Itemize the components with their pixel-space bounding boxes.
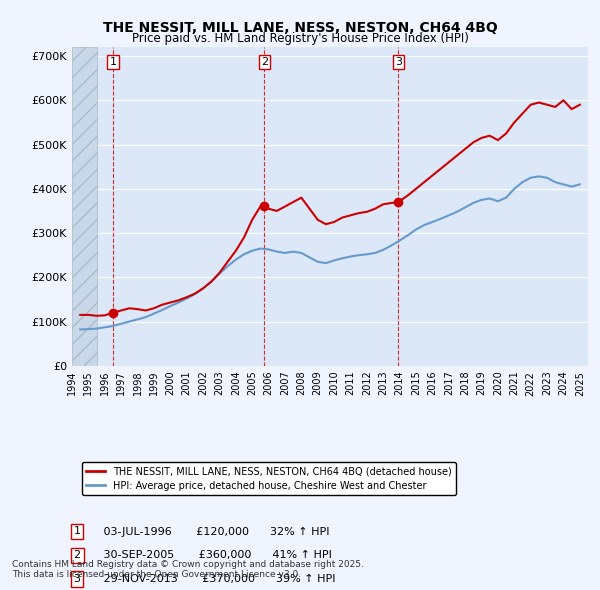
THE NESSIT, MILL LANE, NESS, NESTON, CH64 4BQ (detached house) (576, 101, 583, 108)
HPI: Average price, detached house, Cheshire West and Chester: (2e+03, 1.9e+05): Average price, detached house, Cheshire … (208, 278, 215, 285)
THE NESSIT, MILL LANE, NESS, NESTON, CH64 4BQ (detached house) (151, 304, 158, 312)
Text: 2: 2 (261, 57, 268, 67)
Text: Contains HM Land Registry data © Crown copyright and database right 2025.
This d: Contains HM Land Registry data © Crown c… (12, 560, 364, 579)
Text: THE NESSIT, MILL LANE, NESS, NESTON, CH64 4BQ: THE NESSIT, MILL LANE, NESS, NESTON, CH6… (103, 21, 497, 35)
THE NESSIT, MILL LANE, NESS, NESTON, CH64 4BQ (detached house) (77, 312, 84, 319)
HPI: Average price, detached house, Cheshire West and Chester: (2.02e+03, 4.28e+05): Average price, detached house, Cheshire … (535, 173, 542, 180)
Legend: THE NESSIT, MILL LANE, NESS, NESTON, CH64 4BQ (detached house), HPI: Average pri: THE NESSIT, MILL LANE, NESS, NESTON, CH6… (82, 462, 456, 495)
HPI: Average price, detached house, Cheshire West and Chester: (1.99e+03, 8.2e+04): Average price, detached house, Cheshire … (77, 326, 84, 333)
THE NESSIT, MILL LANE, NESS, NESTON, CH64 4BQ (detached house) (93, 312, 100, 319)
Text: 29-NOV-2013       £370,000      39% ↑ HPI: 29-NOV-2013 £370,000 39% ↑ HPI (92, 574, 335, 584)
Text: Price paid vs. HM Land Registry's House Price Index (HPI): Price paid vs. HM Land Registry's House … (131, 32, 469, 45)
THE NESSIT, MILL LANE, NESS, NESTON, CH64 4BQ (detached house) (560, 97, 567, 104)
Text: 30-SEP-2005       £360,000      41% ↑ HPI: 30-SEP-2005 £360,000 41% ↑ HPI (92, 550, 332, 560)
HPI: Average price, detached house, Cheshire West and Chester: (2e+03, 1.43e+05): Average price, detached house, Cheshire … (175, 299, 182, 306)
HPI: Average price, detached house, Cheshire West and Chester: (2.02e+03, 4.1e+05): Average price, detached house, Cheshire … (576, 181, 583, 188)
HPI: Average price, detached house, Cheshire West and Chester: (2.01e+03, 2.62e+05): Average price, detached house, Cheshire … (380, 247, 387, 254)
Bar (72, 47, 97, 366)
THE NESSIT, MILL LANE, NESS, NESTON, CH64 4BQ (detached house) (404, 192, 412, 199)
Text: 2: 2 (74, 550, 81, 560)
THE NESSIT, MILL LANE, NESS, NESTON, CH64 4BQ (detached house) (363, 208, 370, 215)
Text: 3: 3 (395, 57, 402, 67)
HPI: Average price, detached house, Cheshire West and Chester: (2.01e+03, 2.32e+05): Average price, detached house, Cheshire … (322, 260, 329, 267)
THE NESSIT, MILL LANE, NESS, NESTON, CH64 4BQ (detached house) (290, 198, 297, 205)
HPI: Average price, detached house, Cheshire West and Chester: (2e+03, 9.5e+04): Average price, detached house, Cheshire … (118, 320, 125, 327)
HPI: Average price, detached house, Cheshire West and Chester: (2.02e+03, 4e+05): Average price, detached house, Cheshire … (511, 185, 518, 192)
Line: THE NESSIT, MILL LANE, NESS, NESTON, CH64 4BQ (detached house): THE NESSIT, MILL LANE, NESS, NESTON, CH6… (80, 100, 580, 316)
Text: 03-JUL-1996       £120,000      32% ↑ HPI: 03-JUL-1996 £120,000 32% ↑ HPI (92, 526, 329, 536)
THE NESSIT, MILL LANE, NESS, NESTON, CH64 4BQ (detached house) (331, 218, 338, 225)
Line: HPI: Average price, detached house, Cheshire West and Chester: HPI: Average price, detached house, Ches… (80, 176, 580, 329)
Text: 1: 1 (74, 526, 80, 536)
Text: 3: 3 (74, 574, 80, 584)
Text: 1: 1 (109, 57, 116, 67)
THE NESSIT, MILL LANE, NESS, NESTON, CH64 4BQ (detached house) (396, 198, 403, 205)
